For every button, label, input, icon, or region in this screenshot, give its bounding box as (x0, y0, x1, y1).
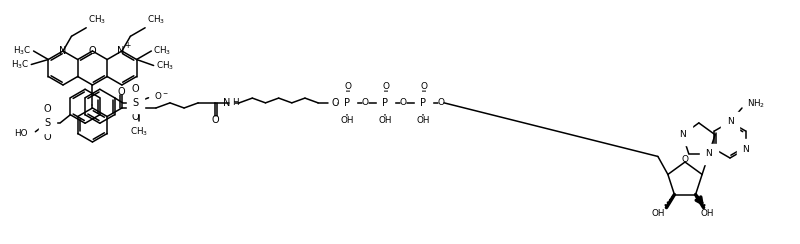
Text: OH: OH (701, 209, 714, 218)
Text: N: N (59, 46, 66, 56)
Text: S: S (133, 98, 138, 108)
Text: O: O (331, 98, 338, 108)
Text: H$_3$C: H$_3$C (11, 58, 30, 71)
Text: O: O (438, 98, 445, 107)
Text: N: N (223, 98, 231, 108)
Text: S: S (44, 118, 50, 128)
Text: N: N (726, 118, 734, 126)
Text: H: H (232, 98, 239, 107)
Text: O: O (89, 46, 96, 56)
Text: N: N (726, 115, 734, 124)
Text: O: O (345, 82, 352, 91)
Text: N: N (742, 144, 749, 153)
Text: N: N (135, 103, 142, 113)
Text: N: N (679, 130, 686, 139)
Text: OH: OH (416, 116, 430, 125)
Text: OH: OH (652, 209, 665, 218)
Text: O: O (132, 112, 139, 122)
Text: P: P (344, 98, 350, 108)
Text: P: P (420, 98, 426, 108)
Text: P: P (382, 98, 388, 108)
Text: O$^-$: O$^-$ (154, 90, 168, 101)
Text: N: N (679, 130, 686, 139)
Text: O: O (400, 98, 406, 107)
Text: O: O (682, 154, 689, 163)
Text: O: O (132, 84, 139, 94)
Text: CH$_3$: CH$_3$ (88, 13, 106, 26)
Text: N: N (706, 152, 712, 161)
Text: HO: HO (14, 129, 27, 138)
Text: CH$_3$: CH$_3$ (156, 59, 174, 72)
Text: CH$_3$: CH$_3$ (154, 45, 171, 57)
Text: CH$_3$: CH$_3$ (147, 13, 166, 26)
Text: H$_3$C: H$_3$C (13, 45, 31, 57)
Text: O: O (211, 115, 219, 125)
Text: P: P (420, 98, 426, 108)
Text: N: N (118, 46, 125, 56)
Text: CH$_3$: CH$_3$ (130, 126, 148, 139)
Text: OH: OH (340, 116, 354, 125)
Text: S: S (44, 118, 50, 128)
Text: N: N (744, 144, 751, 153)
Text: +: + (125, 41, 131, 51)
Text: O: O (43, 132, 51, 142)
Text: O: O (421, 82, 428, 91)
Text: N: N (706, 149, 712, 158)
Text: OH: OH (378, 116, 392, 125)
Text: P: P (382, 98, 388, 108)
Text: P: P (344, 98, 350, 108)
Text: O: O (382, 82, 390, 91)
Text: S: S (133, 98, 138, 108)
Text: O: O (43, 104, 51, 114)
Text: S: S (44, 118, 50, 128)
Text: O: O (362, 98, 369, 107)
Text: O: O (117, 87, 125, 97)
Text: NH$_2$: NH$_2$ (747, 98, 766, 110)
